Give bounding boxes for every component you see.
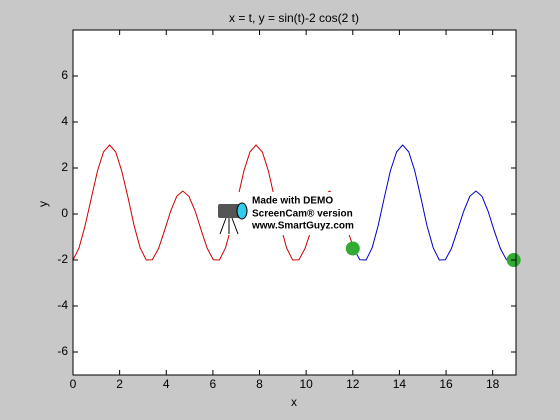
watermark: Made with DEMO ScreenCam® version www.Sm… [214, 192, 360, 235]
plot-area [72, 144, 513, 261]
data-marker [345, 241, 360, 256]
y-tick-label: 6 [61, 68, 68, 82]
watermark-text: Made with DEMO [252, 196, 333, 207]
x-tick-label: 4 [163, 377, 170, 391]
x-tick-label: 14 [393, 377, 407, 391]
y-tick-label: 0 [61, 206, 68, 220]
x-tick-label: 16 [439, 377, 453, 391]
camera-icon [218, 202, 248, 235]
data-line [72, 144, 355, 261]
y-tick-label: 4 [61, 114, 68, 128]
watermark-text: www.SmartGuyz.com [251, 221, 354, 232]
y-tick-label: -2 [57, 252, 68, 266]
y-tick-label: -4 [57, 298, 68, 312]
y-tick-label: -6 [57, 344, 68, 358]
y-tick-label: 2 [61, 160, 68, 174]
data-line [353, 144, 513, 261]
x-tick-label: 2 [116, 377, 123, 391]
x-tick-label: 8 [256, 377, 263, 391]
x-tick-label: 12 [346, 377, 360, 391]
x-tick-label: 10 [299, 377, 313, 391]
x-tick-label: 6 [210, 377, 217, 391]
watermark-text: ScreenCam® version [252, 209, 353, 220]
x-tick-label: 18 [486, 377, 500, 391]
axes-box [72, 29, 517, 376]
chart-title: x = t, y = sin(t)-2 cos(2 t) [229, 11, 359, 25]
y-axis-label: y [36, 201, 50, 207]
x-axis-label: x [291, 395, 297, 409]
x-tick-label: 0 [70, 377, 77, 391]
